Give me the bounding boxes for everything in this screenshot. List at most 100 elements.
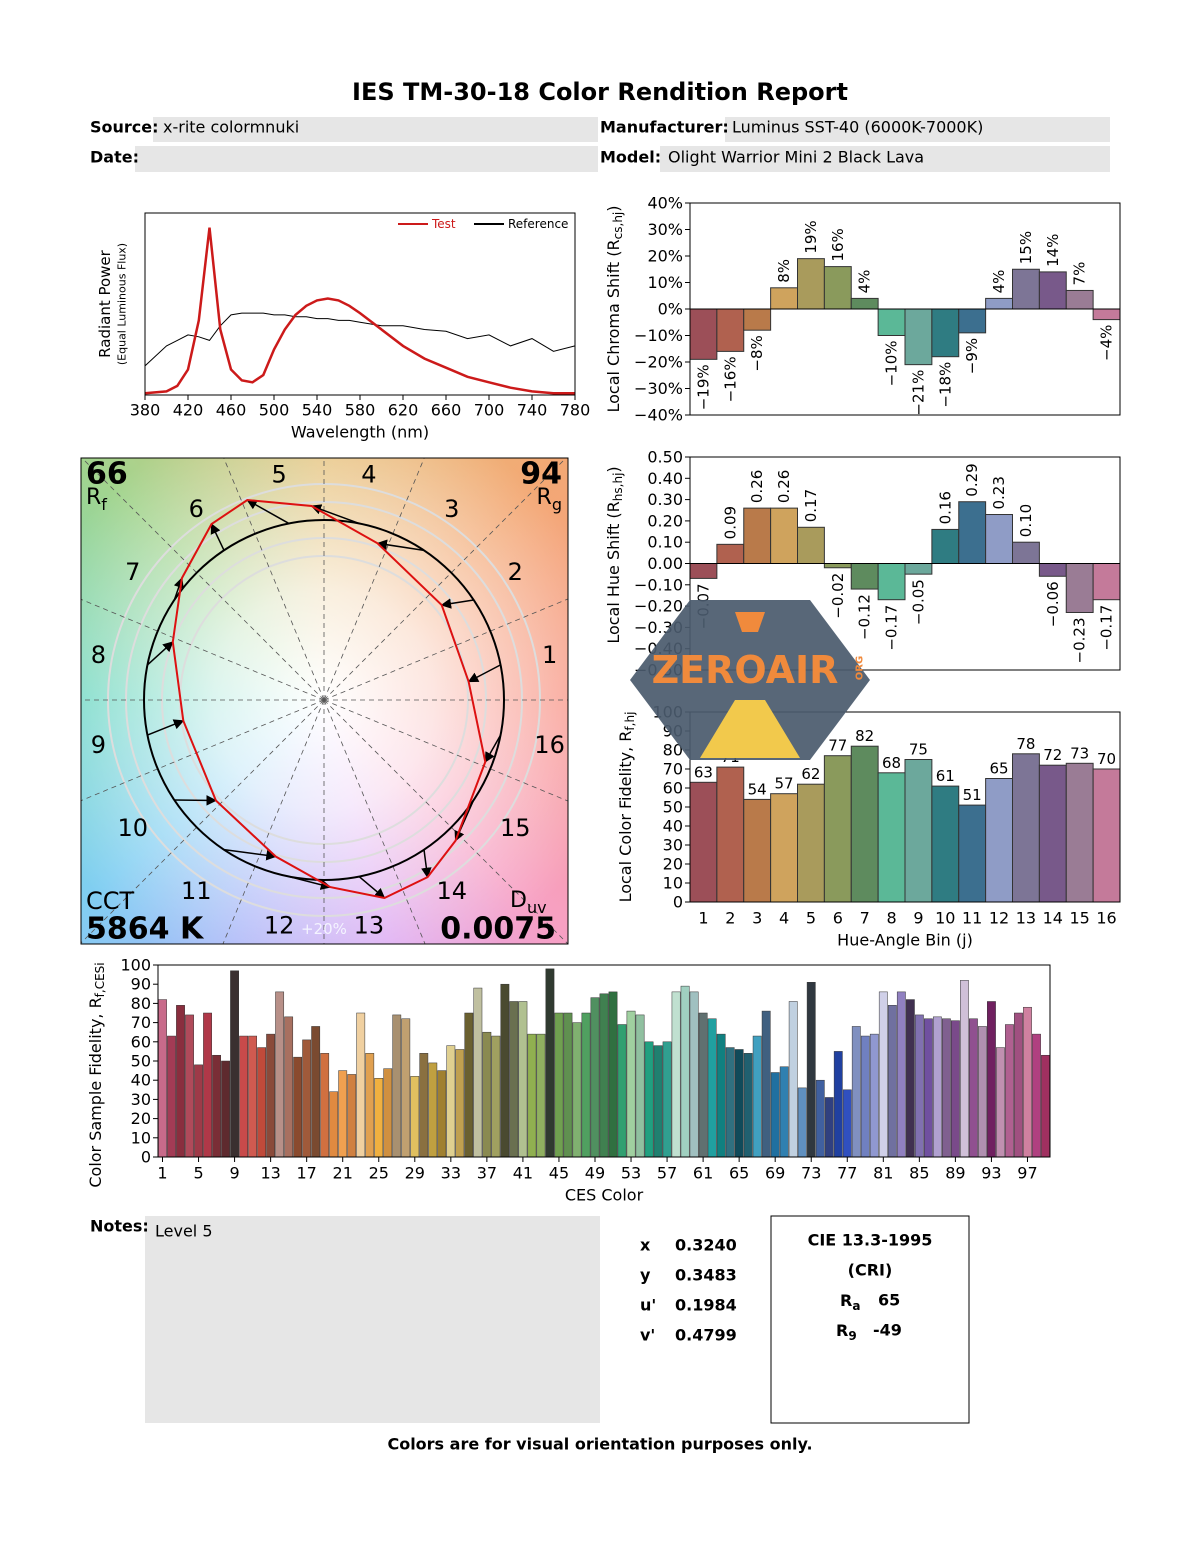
value-label: −0.23: [1071, 617, 1089, 663]
x-tick-label: 41: [513, 1164, 533, 1183]
bar: [635, 1014, 645, 1158]
bin-label: 2: [508, 558, 523, 586]
y-tick-label: 30: [663, 836, 683, 855]
x-tick-label: 57: [657, 1164, 677, 1183]
bar: [176, 1005, 185, 1158]
y-tick-label: 70: [663, 760, 683, 779]
x-tick-label: 29: [405, 1164, 425, 1183]
bar: [905, 999, 915, 1158]
bar: [904, 308, 933, 366]
bar: [554, 1012, 564, 1158]
field-box: [135, 146, 598, 172]
bar: [1092, 768, 1121, 903]
bar: [761, 1010, 771, 1158]
bin-boundary: [323, 458, 425, 701]
bar: [347, 1074, 357, 1158]
value-label: 70: [1097, 750, 1116, 768]
y-tick-label: 90: [131, 975, 151, 994]
bin-boundary: [323, 699, 568, 944]
value-label: 82: [855, 727, 874, 745]
value-label: 75: [909, 741, 928, 759]
bar: [1014, 1012, 1023, 1158]
rf-symbol: R: [86, 485, 101, 510]
bar: [931, 528, 960, 564]
x-tick-label: 780: [560, 401, 591, 420]
bar: [1092, 563, 1121, 601]
value-label: −18%: [936, 362, 954, 408]
field-label: Date:: [90, 148, 139, 167]
value-label: −16%: [721, 356, 739, 402]
y-tick-label: 20: [131, 1109, 151, 1128]
vector-frame: [80, 457, 569, 945]
bar: [599, 993, 609, 1158]
r9-label: R9: [836, 1321, 857, 1344]
bar: [1038, 563, 1067, 577]
bar: [185, 1014, 194, 1158]
x-tick-label: 89: [945, 1164, 965, 1183]
bin-label: 6: [189, 495, 204, 523]
bar: [464, 1012, 474, 1158]
bar: [869, 1033, 879, 1158]
x-tick-label: 33: [441, 1164, 461, 1183]
bar: [716, 308, 745, 352]
bar: [293, 1056, 303, 1158]
cct-label: CCT: [86, 887, 135, 915]
y-tick-label: 0: [141, 1148, 151, 1167]
chromaticity-label: v': [640, 1326, 655, 1345]
x-tick-label: 73: [801, 1164, 821, 1183]
y-tick-label: 10%: [647, 273, 683, 292]
ring-label: +20%: [301, 920, 347, 938]
bar: [958, 804, 987, 903]
bar: [491, 1035, 501, 1158]
value-label: 73: [1070, 744, 1089, 762]
bar: [329, 1091, 339, 1158]
bar: [743, 1053, 753, 1158]
ra-sub: a: [852, 1299, 860, 1313]
x-tick-label: 10: [935, 909, 955, 928]
value-label: 0.17: [802, 489, 820, 522]
y-label-end: ): [604, 466, 623, 472]
bar: [689, 781, 718, 903]
value-label: 7%: [1071, 262, 1089, 286]
bar: [904, 563, 933, 575]
x-tick-label: 380: [130, 401, 161, 420]
plot-frame: [144, 212, 576, 396]
bar: [788, 1001, 798, 1158]
legend-label: Test: [431, 217, 456, 231]
bar: [941, 1018, 951, 1158]
bar: [338, 1070, 348, 1158]
y-tick-label: 80: [131, 994, 151, 1013]
bar: [392, 1014, 402, 1158]
bin-label: 3: [444, 495, 459, 523]
x-tick-label: 660: [431, 401, 462, 420]
bar: [644, 1041, 654, 1158]
shift-arrow: [146, 641, 174, 666]
y-tick-label: 100: [120, 956, 151, 975]
value-label: 0.10: [1017, 504, 1035, 537]
y-label-sub: f,CESi: [93, 962, 107, 997]
bar: [896, 991, 906, 1158]
bar: [904, 759, 933, 903]
bar: [356, 1012, 366, 1158]
y-axis-label: Color Sample Fidelity, Rf,CESi: [86, 962, 108, 1187]
x-tick-label: 77: [837, 1164, 857, 1183]
value-label: 57: [775, 775, 794, 793]
bin-label: 15: [500, 814, 531, 842]
bar: [797, 526, 825, 564]
bar: [419, 1053, 429, 1158]
field-box: [725, 117, 1110, 142]
duv-sub: uv: [527, 898, 547, 917]
plot-frame: [689, 456, 1121, 671]
x-tick-label: 540: [302, 401, 333, 420]
bar: [572, 1022, 582, 1158]
value-label: 68: [882, 754, 901, 772]
y-label-text: Local Chroma Shift (R: [604, 239, 623, 412]
y-tick-label: 0%: [658, 300, 683, 319]
ra-value: 65: [878, 1291, 900, 1310]
bar: [437, 1070, 447, 1158]
field-box: [153, 117, 598, 142]
bin-boundary: [222, 699, 325, 944]
value-label: −0.17: [1098, 605, 1116, 651]
bar: [851, 1026, 861, 1158]
bin-label: 10: [117, 814, 148, 842]
